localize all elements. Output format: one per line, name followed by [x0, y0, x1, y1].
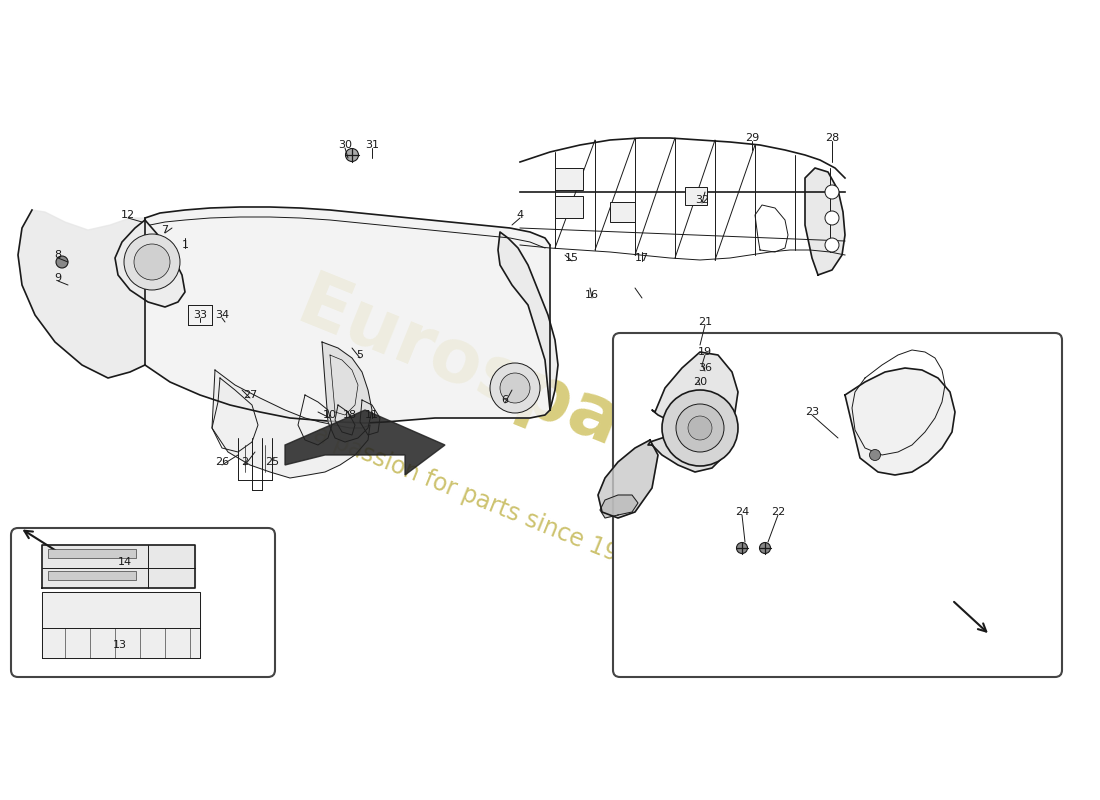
Text: 24: 24 [735, 507, 749, 517]
Text: 23: 23 [805, 407, 820, 417]
Polygon shape [145, 207, 550, 423]
Text: 21: 21 [697, 317, 712, 327]
Circle shape [56, 256, 68, 268]
Circle shape [662, 390, 738, 466]
Text: 15: 15 [565, 253, 579, 263]
Text: 12: 12 [121, 210, 135, 220]
Text: 14: 14 [118, 557, 132, 567]
Polygon shape [845, 368, 955, 475]
Circle shape [676, 404, 724, 452]
Polygon shape [648, 425, 728, 472]
Text: a passion for parts since 1985: a passion for parts since 1985 [310, 422, 650, 578]
Text: 32: 32 [695, 195, 710, 205]
Text: Eurospares: Eurospares [286, 267, 754, 513]
Bar [556, 196, 583, 218]
Text: 6: 6 [502, 395, 508, 405]
Circle shape [737, 542, 748, 554]
Bar [610, 202, 635, 222]
Text: 8: 8 [54, 250, 62, 260]
Text: 10: 10 [323, 410, 337, 420]
Text: 28: 28 [825, 133, 839, 143]
Polygon shape [42, 545, 195, 588]
Circle shape [825, 211, 839, 225]
Polygon shape [285, 410, 446, 475]
Polygon shape [42, 592, 200, 658]
Text: 22: 22 [771, 507, 785, 517]
Text: 30: 30 [338, 140, 352, 150]
Bar [48, 549, 136, 558]
Polygon shape [322, 342, 372, 442]
Text: 16: 16 [585, 290, 600, 300]
Text: 34: 34 [214, 310, 229, 320]
Text: 4: 4 [516, 210, 524, 220]
Polygon shape [212, 370, 370, 478]
Bar [685, 187, 707, 205]
Text: 31: 31 [365, 140, 380, 150]
Bar [48, 571, 136, 580]
Circle shape [345, 149, 359, 162]
Text: 33: 33 [192, 310, 207, 320]
Polygon shape [600, 495, 638, 518]
Circle shape [825, 185, 839, 199]
Polygon shape [18, 210, 145, 378]
Text: 9: 9 [54, 273, 62, 283]
Polygon shape [652, 352, 738, 430]
Circle shape [490, 363, 540, 413]
Text: 7: 7 [162, 225, 168, 235]
Text: 1: 1 [182, 240, 188, 250]
Circle shape [869, 450, 880, 461]
Polygon shape [116, 220, 185, 307]
Circle shape [134, 244, 170, 280]
Text: 27: 27 [243, 390, 257, 400]
FancyBboxPatch shape [613, 333, 1062, 677]
Text: 2: 2 [241, 457, 249, 467]
Text: 19: 19 [697, 347, 712, 357]
Circle shape [759, 542, 770, 554]
Text: 29: 29 [745, 133, 759, 143]
Text: 20: 20 [693, 377, 707, 387]
Text: 11: 11 [365, 410, 380, 420]
Bar [556, 168, 583, 190]
Text: 26: 26 [214, 457, 229, 467]
Circle shape [688, 416, 712, 440]
FancyBboxPatch shape [11, 528, 275, 677]
Text: 36: 36 [698, 363, 712, 373]
Polygon shape [598, 440, 658, 518]
Text: 18: 18 [343, 410, 358, 420]
Text: 13: 13 [113, 640, 127, 650]
Text: 5: 5 [356, 350, 363, 360]
Polygon shape [805, 168, 845, 275]
Circle shape [825, 238, 839, 252]
Text: 25: 25 [265, 457, 279, 467]
Circle shape [124, 234, 180, 290]
Polygon shape [498, 232, 558, 410]
Text: 17: 17 [635, 253, 649, 263]
Circle shape [500, 373, 530, 403]
